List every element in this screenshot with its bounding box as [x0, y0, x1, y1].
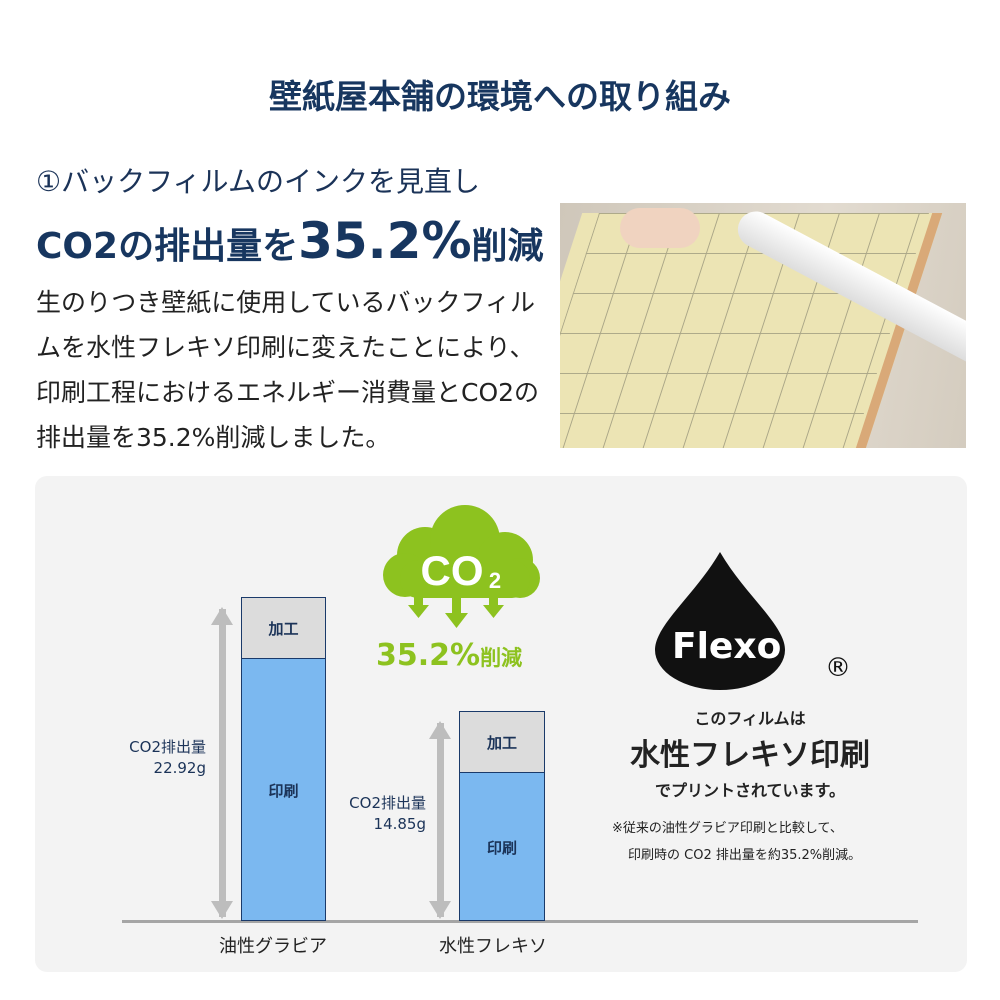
segment-processing: 加工: [242, 598, 325, 659]
value-label-title: CO2排出量: [129, 738, 206, 756]
reduction-value: 35.2%: [376, 638, 481, 673]
value-label: CO2排出量 14.85g: [320, 793, 426, 835]
category-label: 水性フレキソ: [439, 936, 547, 957]
cloud-subscript: 2: [489, 568, 501, 593]
segment-processing: 加工: [460, 712, 544, 774]
value-label-amount: 14.85g: [373, 815, 426, 833]
flexo-line1: このフィルムは: [694, 709, 806, 728]
section-subtitle: ①バックフィルムのインクを見直し: [36, 165, 480, 198]
headline-value: 35.2%: [298, 212, 472, 270]
segment-label: 加工: [268, 619, 299, 638]
page-title: 壁紙屋本舗の環境への取り組み: [269, 77, 731, 116]
bar-oil-gravure: 加工 印刷: [241, 597, 326, 921]
baseline: [122, 920, 918, 923]
flexo-note1: ※従来の油性グラビア印刷と比較して、: [612, 821, 843, 836]
value-label-title: CO2排出量: [349, 794, 426, 812]
flexo-logo-text: Flexo: [672, 626, 781, 667]
segment-label: 加工: [486, 733, 517, 752]
co2-cloud-icon: CO 2: [383, 505, 540, 628]
flexo-line3: でプリントされています。: [655, 781, 845, 800]
registered-mark: ®: [825, 653, 851, 683]
value-label-amount: 22.92g: [153, 759, 206, 777]
product-photo: [560, 203, 966, 448]
category-label: 油性グラビア: [219, 936, 327, 957]
segment-printing-label: 印刷: [268, 782, 299, 800]
flexo-drop-logo: Flexo ®: [655, 552, 851, 690]
segment-printing-label: 印刷: [486, 839, 517, 858]
range-arrow: [429, 721, 451, 919]
cloud-label: CO: [421, 547, 484, 594]
reduction-suffix: 削減: [480, 646, 523, 670]
range-arrow: [211, 607, 233, 919]
value-label: CO2排出量 22.92g: [100, 737, 206, 779]
body-text: 生のりつき壁紙に使用しているバックフィルムを水性フレキソ印刷に変えたことにより、…: [36, 288, 540, 452]
flexo-note2: 印刷時の CO2 排出量を約35.2%削減。: [628, 848, 862, 863]
headline-post: 削減: [471, 226, 544, 267]
headline: CO2の排出量を35.2%削減: [36, 212, 544, 270]
bar-water-flexo: 加工 印刷: [459, 711, 545, 921]
reduction-label: 35.2%削減: [376, 638, 522, 673]
headline-pre: CO2の排出量を: [36, 226, 299, 267]
flexo-line2: 水性フレキソ印刷: [630, 738, 870, 773]
